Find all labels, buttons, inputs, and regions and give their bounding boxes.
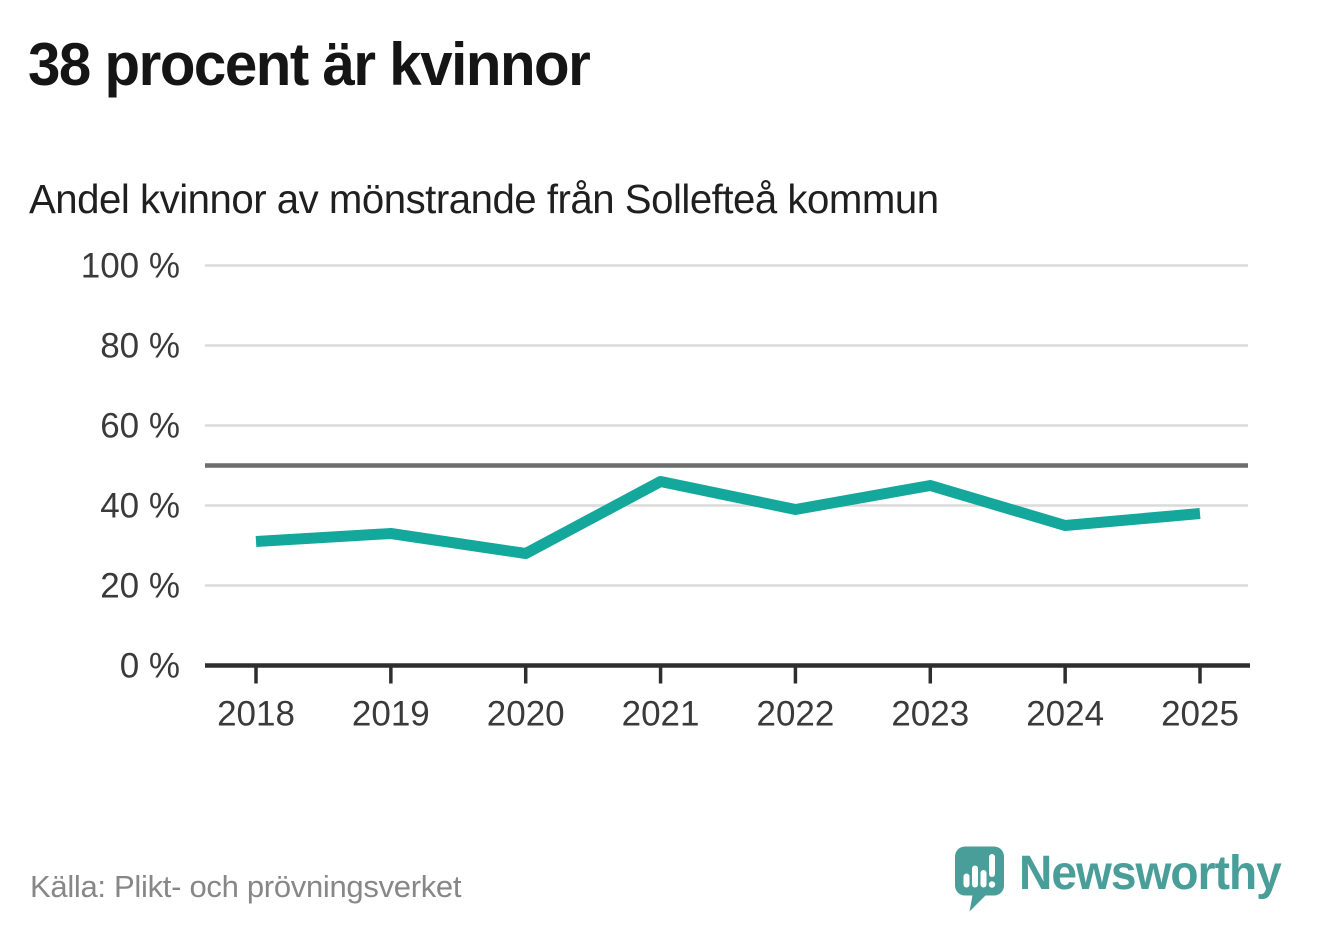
y-tick-label-80: 80 %	[100, 327, 180, 366]
x-tick-label-2025: 2025	[1161, 695, 1239, 734]
exclamation-mark-dot	[989, 881, 996, 888]
bar-chart-bar-2	[972, 865, 979, 888]
newsworthy-logo: Newsworthy	[954, 843, 1292, 912]
y-tick-label-20: 20 %	[100, 567, 180, 606]
y-tick-label-0: 0 %	[120, 647, 180, 686]
newsworthy-logo-text: Newsworthy	[1019, 847, 1282, 900]
line-chart: 0 % 20 % 40 % 60 % 80 % 100 % 2018 2019 2020 2021…	[81, 247, 1250, 734]
x-tick-label-2022: 2022	[756, 695, 834, 734]
bar-chart-bar-1	[963, 873, 970, 888]
data-line-andel-kvinnor-av-mönstrande	[255, 476, 1201, 559]
y-tick-label-100: 100 %	[81, 247, 180, 286]
x-tick-label-2018: 2018	[217, 695, 295, 734]
x-tick-label-2019: 2019	[352, 695, 430, 734]
newsworthy-logo-icon	[955, 846, 1005, 912]
bar-chart-bar-3	[980, 870, 987, 888]
exclamation-mark-stem	[989, 854, 996, 877]
x-tick-label-2021: 2021	[622, 695, 700, 734]
speech-bubble-shape	[955, 846, 1005, 912]
y-tick-label-40: 40 %	[100, 487, 180, 526]
x-tick-label-2020: 2020	[487, 695, 565, 734]
y-tick-label-60: 60 %	[100, 407, 180, 446]
x-tick-label-2024: 2024	[1026, 695, 1104, 734]
x-tick-label-2023: 2023	[891, 695, 969, 734]
source-note: Källa: Plikt- och prövningsverket	[30, 869, 462, 904]
chart-title: 38 procent är kvinnor	[28, 31, 591, 98]
chart-subtitle: Andel kvinnor av mönstrande från Solleft…	[29, 176, 939, 222]
